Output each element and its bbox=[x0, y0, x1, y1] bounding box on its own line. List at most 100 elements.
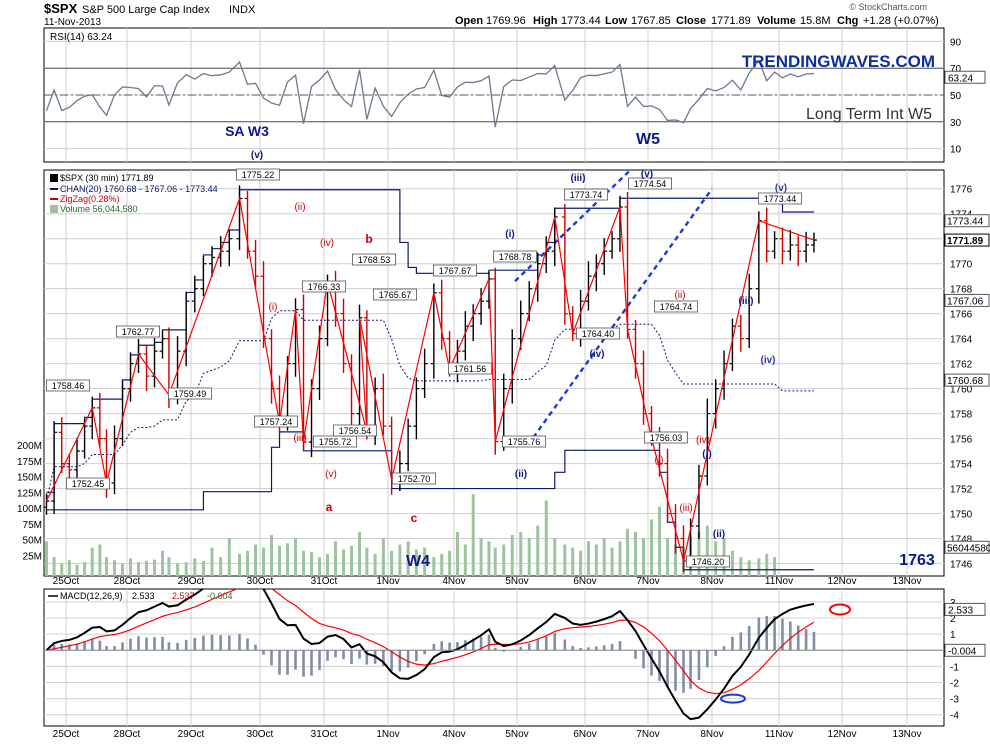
quote-low: 1767.85 bbox=[631, 15, 671, 27]
volume-bar bbox=[254, 545, 257, 577]
wave-label-blue: W4 bbox=[406, 553, 430, 570]
volume-bar bbox=[53, 557, 56, 576]
macd-histogram-bar bbox=[706, 650, 709, 667]
volume-bar bbox=[45, 541, 48, 576]
macd-histogram-bar bbox=[650, 650, 653, 675]
volume-bar bbox=[642, 538, 645, 576]
wave-label-blue: (iii) bbox=[571, 173, 586, 184]
x-axis-label-macd: 12Nov bbox=[828, 729, 857, 740]
price-axis-tick: 1756 bbox=[950, 435, 973, 446]
macd-histogram-bar bbox=[805, 629, 808, 650]
price-label: 1746.20 bbox=[692, 557, 725, 567]
macd-histogram-bar bbox=[145, 638, 148, 651]
volume-bar bbox=[161, 551, 164, 576]
price-axis-tick: 1750 bbox=[950, 510, 973, 521]
macd-legend: MACD(12,26,9) 2.533 2.537 -0.004 bbox=[48, 591, 233, 601]
price-axis-tick: 1746 bbox=[950, 560, 973, 571]
price-label: 1762.77 bbox=[122, 327, 155, 337]
macd-histogram-bar bbox=[211, 635, 214, 650]
volume-bar bbox=[278, 546, 281, 576]
macd-histogram-bar bbox=[302, 650, 305, 676]
x-axis-label-price: 7Nov bbox=[636, 576, 659, 587]
volume-bar bbox=[137, 562, 140, 576]
rsi-axis-tick: 90 bbox=[950, 37, 962, 48]
header-name: S&P 500 Large Cap Index bbox=[82, 4, 210, 16]
macd-histogram-bar bbox=[129, 639, 132, 651]
price-label: 1766.33 bbox=[308, 282, 341, 292]
x-axis-label-macd: 4Nov bbox=[442, 729, 465, 740]
wave-label-blue: (iv) bbox=[590, 349, 605, 360]
volume-bar bbox=[773, 557, 776, 576]
macd-histogram-bar bbox=[358, 650, 361, 659]
wave-label-red: (iv) bbox=[696, 435, 710, 446]
macd-histogram-bar bbox=[294, 650, 297, 669]
x-axis-label-price: 12Nov bbox=[828, 576, 857, 587]
grid-layer bbox=[44, 28, 944, 726]
price-right-tag: 1773.44 bbox=[947, 217, 984, 228]
volume-bar bbox=[739, 557, 742, 576]
macd-histogram-bar bbox=[731, 637, 734, 650]
volume-bar bbox=[706, 526, 709, 576]
volume-bar bbox=[334, 541, 337, 576]
macd-histogram-bar bbox=[797, 625, 800, 650]
macd-histogram-bar bbox=[238, 634, 241, 650]
price-axis-tick: 1764 bbox=[950, 335, 973, 346]
macd-histogram-bar bbox=[399, 650, 402, 671]
macd-histogram-bar bbox=[262, 650, 265, 654]
header-symbol: $SPX bbox=[44, 1, 78, 16]
wave-label-red: (iv) bbox=[320, 238, 334, 249]
volume-bar bbox=[626, 529, 629, 576]
macd-histogram-bar bbox=[553, 633, 556, 650]
macd-histogram-bar bbox=[219, 635, 222, 650]
header-credit: © StockCharts.com bbox=[849, 2, 927, 12]
volume-bar bbox=[494, 548, 497, 576]
macd-histogram-bar bbox=[440, 641, 443, 650]
x-axis-label-macd: 29Oct bbox=[178, 729, 205, 740]
macd-histogram-bar bbox=[595, 646, 598, 650]
price-right-tag: 56044580 bbox=[947, 543, 990, 554]
volume-bar bbox=[91, 548, 94, 576]
volume-bar bbox=[382, 538, 385, 576]
macd-histogram-bar bbox=[488, 635, 491, 650]
macd-highlight-oval-high bbox=[830, 604, 850, 614]
x-axis-label-price: 11Nov bbox=[765, 576, 793, 587]
macd-axis-tick: -4 bbox=[950, 711, 959, 722]
price-label: 1767.67 bbox=[439, 266, 472, 276]
volume-axis-tick: 100M bbox=[17, 504, 42, 515]
x-axis-label-price: 28Oct bbox=[114, 576, 141, 587]
price-label: 1755.72 bbox=[319, 437, 352, 447]
x-axis-label-macd: 11Nov bbox=[765, 729, 793, 740]
price-axis-tick: 1776 bbox=[950, 185, 973, 196]
x-axis-label-macd: 28Oct bbox=[114, 729, 141, 740]
price-label: 1775.22 bbox=[242, 170, 275, 180]
macd-histogram-bar bbox=[334, 650, 337, 657]
volume-bar bbox=[211, 548, 214, 576]
wave-label-red: (i) bbox=[269, 302, 278, 313]
macd-axis-tick: -2 bbox=[950, 678, 959, 689]
volume-bar bbox=[294, 538, 297, 576]
wave-label-red: (ii) bbox=[294, 202, 305, 213]
price-axis-tick: 1758 bbox=[950, 410, 973, 421]
volume-bar bbox=[472, 494, 475, 576]
macd-histogram-bar bbox=[423, 650, 426, 654]
quote-open: 1769.96 bbox=[486, 15, 526, 27]
x-axis-label-macd: 13Nov bbox=[893, 729, 922, 740]
volume-axis-tick: 200M bbox=[17, 441, 42, 452]
macd-histogram-bar bbox=[433, 644, 436, 650]
macd-right-tag: -0.004 bbox=[948, 646, 977, 657]
macd-histogram-bar bbox=[228, 636, 231, 651]
legend-price-swatch bbox=[50, 174, 58, 182]
macd-histogram-bar bbox=[448, 643, 451, 651]
rsi-last-tag: 63.24 bbox=[948, 73, 973, 84]
macd-histogram-bar bbox=[714, 650, 717, 656]
wave-label-blue: (i) bbox=[702, 449, 711, 460]
macd-histogram-bar bbox=[536, 639, 539, 650]
rsi-axis-tick: 10 bbox=[950, 145, 962, 156]
rsi-legend: RSI(14) 63.24 bbox=[50, 32, 113, 43]
macd-histogram-bar bbox=[603, 645, 606, 650]
volume-bar bbox=[519, 532, 522, 576]
wave-label-blue: (v) bbox=[641, 169, 653, 180]
header-exchange: INDX bbox=[229, 4, 256, 16]
volume-bar bbox=[365, 548, 368, 576]
x-axis-label-price: 31Oct bbox=[311, 576, 338, 587]
